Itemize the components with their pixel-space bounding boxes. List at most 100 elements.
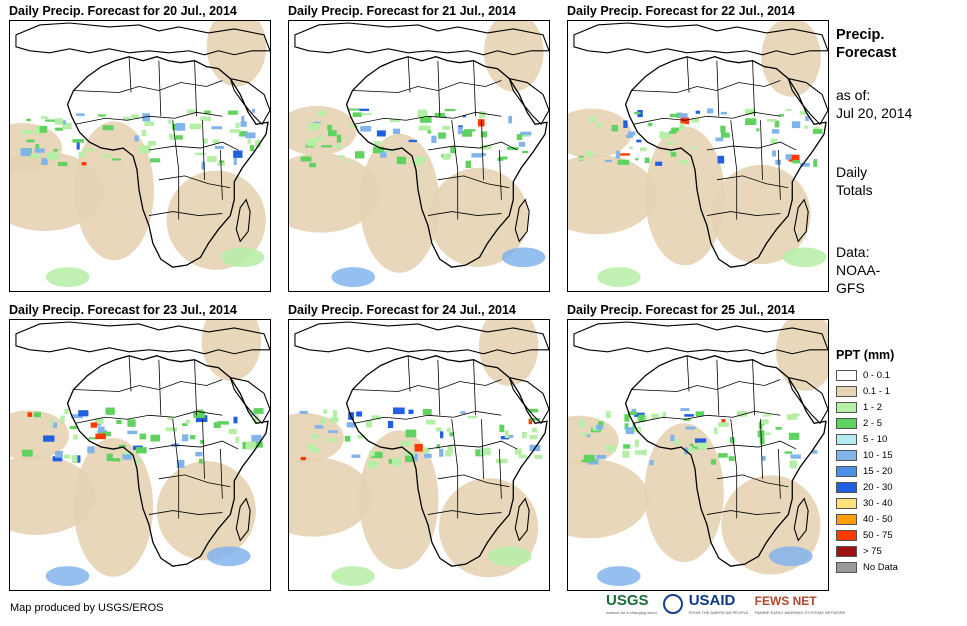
rain-cell: [604, 160, 613, 163]
rain-cell: [134, 458, 141, 465]
legend-title: PPT (mm): [836, 348, 895, 362]
rain-cell: [534, 454, 543, 460]
partner-logos: USGS science for a changing world USAID …: [606, 592, 845, 615]
rain-cell: [122, 454, 132, 460]
rain-cell: [376, 130, 386, 137]
map-credit: Map produced by USGS/EROS: [10, 602, 164, 614]
rain-cell: [55, 450, 63, 458]
rain-cell: [39, 125, 48, 133]
panel-title: Daily Precip. Forecast for 25 Jul., 2014: [567, 303, 795, 317]
country-border: [716, 474, 789, 488]
rain-band: [782, 247, 827, 268]
rain-cell: [635, 158, 639, 161]
legend-swatch: [836, 481, 857, 493]
rain-cell: [592, 426, 600, 431]
rain-cell: [431, 135, 437, 143]
forecast-map: [567, 20, 829, 292]
rain-cell: [106, 453, 113, 462]
rain-cell: [685, 448, 696, 453]
rain-cell: [62, 122, 72, 130]
rain-cell: [425, 419, 436, 425]
rain-cell: [518, 141, 526, 147]
rain-cell: [761, 455, 766, 461]
legend-item: 1 - 2: [836, 399, 898, 415]
rain-cell: [387, 420, 394, 429]
country-border: [148, 440, 239, 450]
rain-cell: [241, 115, 245, 124]
map-canvas: [289, 320, 549, 587]
africa-coastline: [66, 56, 269, 268]
rain-band: [501, 247, 546, 268]
rain-cell: [204, 110, 211, 114]
rain-cell: [495, 458, 508, 464]
rain-cell: [203, 138, 208, 144]
legend-label: 40 - 50: [863, 513, 893, 525]
madagascar-coastline: [793, 497, 809, 542]
rain-cell: [72, 139, 84, 143]
legend-item: 15 - 20: [836, 463, 898, 479]
rain-cell: [213, 422, 221, 429]
legend-label: 2 - 5: [863, 417, 883, 429]
as-of-date: as of: Jul 20, 2014: [836, 87, 913, 121]
rain-cell: [71, 455, 78, 463]
rain-cell: [611, 124, 619, 132]
rain-cell: [95, 433, 106, 440]
europe-coastline: [15, 321, 270, 355]
rain-cell: [745, 118, 757, 125]
rain-cell: [245, 132, 256, 139]
legend-swatch: [836, 449, 857, 461]
rain-cell: [207, 156, 217, 163]
rain-cell: [634, 450, 647, 455]
rain-cell: [371, 415, 381, 420]
usaid-logo: USAID FROM THE AMERICAN PEOPLE: [688, 592, 749, 615]
legend-label: 0.1 - 1: [863, 385, 890, 397]
rain-cell: [308, 123, 321, 131]
rain-cell: [233, 157, 237, 166]
rain-cell: [139, 433, 147, 440]
rain-cell: [463, 129, 476, 132]
rain-cell: [669, 113, 679, 118]
rain-cell: [131, 114, 139, 119]
rain-cell: [369, 450, 375, 457]
rain-band: [596, 566, 641, 587]
rain-band: [487, 546, 532, 567]
rain-cell: [372, 146, 384, 154]
legend-item: 50 - 75: [836, 527, 898, 543]
rain-cell: [765, 432, 772, 435]
light-precip-area: [74, 121, 154, 261]
rain-cell: [690, 147, 697, 150]
rain-cell: [419, 115, 432, 123]
light-precip-area: [568, 415, 619, 466]
rain-cell: [803, 125, 808, 129]
rain-cell: [212, 139, 220, 144]
rain-cell: [112, 458, 121, 462]
country-border: [631, 80, 781, 93]
rain-cell: [412, 160, 423, 166]
rain-cell: [631, 408, 637, 413]
rain-cell: [307, 141, 316, 147]
rain-cell: [744, 108, 756, 116]
rain-cell: [50, 419, 54, 426]
rain-cell: [253, 418, 259, 424]
light-precip-area: [645, 126, 725, 266]
light-precip-area: [568, 458, 649, 539]
rain-cell: [227, 110, 238, 115]
rain-cell: [660, 133, 669, 137]
panel-title: Daily Precip. Forecast for 22 Jul., 2014: [567, 4, 795, 18]
rain-cell: [392, 128, 401, 135]
rain-cell: [299, 410, 308, 414]
legend-swatch: [836, 561, 857, 573]
rain-band: [597, 267, 641, 288]
legend-label: 0 - 0.1: [863, 369, 890, 381]
forecast-panel-5: Daily Precip. Forecast for 24 Jul., 2014: [288, 303, 550, 593]
rain-cell: [644, 157, 650, 164]
rain-cell: [352, 112, 362, 118]
rain-cell: [127, 430, 138, 435]
rain-cell: [628, 146, 633, 150]
rain-cell: [332, 410, 338, 418]
country-border: [427, 141, 518, 151]
rain-cell: [147, 141, 157, 146]
legend-label: 5 - 10: [863, 433, 888, 445]
madagascar-coastline: [235, 497, 251, 542]
legend-swatch: [836, 529, 857, 541]
